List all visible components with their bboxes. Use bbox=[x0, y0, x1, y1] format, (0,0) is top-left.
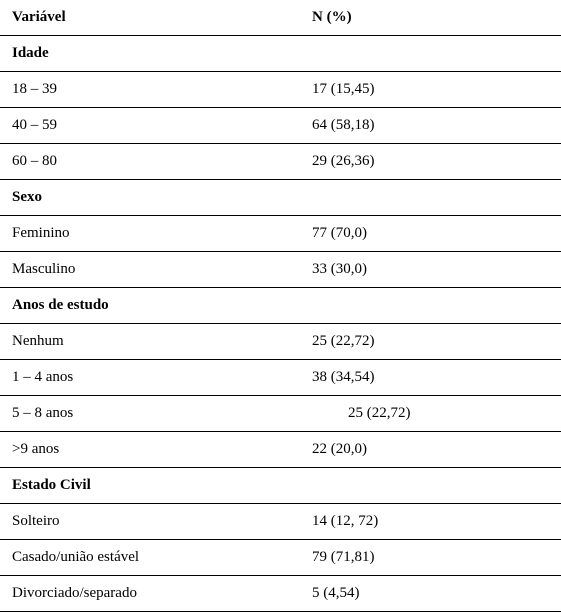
cell-label: 18 – 39 bbox=[12, 81, 312, 98]
cell-value: 77 (70,0) bbox=[312, 225, 553, 242]
table-row: Masculino 33 (30,0) bbox=[0, 252, 561, 288]
cell-label: Nenhum bbox=[12, 333, 312, 350]
cell-label: 40 – 59 bbox=[12, 117, 312, 134]
table-row: 40 – 59 64 (58,18) bbox=[0, 108, 561, 144]
section-title: Anos de estudo bbox=[12, 297, 312, 314]
cell-value: 25 (22,72) bbox=[312, 333, 553, 350]
section-title-row: Estado Civil bbox=[0, 468, 561, 504]
cell-value: 14 (12, 72) bbox=[312, 513, 553, 530]
section-title: Sexo bbox=[12, 189, 312, 206]
section-title-row: Idade bbox=[0, 36, 561, 72]
header-col-variable: Variável bbox=[12, 9, 312, 26]
cell-label: Divorciado/separado bbox=[12, 585, 312, 602]
table-row: Solteiro 14 (12, 72) bbox=[0, 504, 561, 540]
cell-value: 17 (15,45) bbox=[312, 81, 553, 98]
section-title: Estado Civil bbox=[12, 477, 312, 494]
table-row: 5 – 8 anos 25 (22,72) bbox=[0, 396, 561, 432]
cell-value: 5 (4,54) bbox=[312, 585, 553, 602]
table-header-row: Variável N (%) bbox=[0, 0, 561, 36]
cell-label: >9 anos bbox=[12, 441, 312, 458]
cell-label: 1 – 4 anos bbox=[12, 369, 312, 386]
cell-value: 38 (34,54) bbox=[312, 369, 553, 386]
cell-value: 29 (26,36) bbox=[312, 153, 553, 170]
data-table: Variável N (%) Idade 18 – 39 17 (15,45) … bbox=[0, 0, 561, 612]
table-row: Divorciado/separado 5 (4,54) bbox=[0, 576, 561, 612]
table-row: Feminino 77 (70,0) bbox=[0, 216, 561, 252]
cell-label: 5 – 8 anos bbox=[12, 405, 312, 422]
cell-value: 22 (20,0) bbox=[312, 441, 553, 458]
header-col-npct: N (%) bbox=[312, 9, 553, 26]
cell-label: 60 – 80 bbox=[12, 153, 312, 170]
cell-value: 33 (30,0) bbox=[312, 261, 553, 278]
cell-label: Masculino bbox=[12, 261, 312, 278]
cell-value: 64 (58,18) bbox=[312, 117, 553, 134]
section-title-row: Anos de estudo bbox=[0, 288, 561, 324]
cell-value: 79 (71,81) bbox=[312, 549, 553, 566]
cell-label: Solteiro bbox=[12, 513, 312, 530]
table-row: 18 – 39 17 (15,45) bbox=[0, 72, 561, 108]
table-row: Casado/união estável 79 (71,81) bbox=[0, 540, 561, 576]
cell-label: Feminino bbox=[12, 225, 312, 242]
cell-label: Casado/união estável bbox=[12, 549, 312, 566]
section-title: Idade bbox=[12, 45, 312, 62]
cell-value: 25 (22,72) bbox=[312, 405, 553, 422]
table-row: 1 – 4 anos 38 (34,54) bbox=[0, 360, 561, 396]
table-row: >9 anos 22 (20,0) bbox=[0, 432, 561, 468]
table-row: 60 – 80 29 (26,36) bbox=[0, 144, 561, 180]
section-title-row: Sexo bbox=[0, 180, 561, 216]
table-row: Nenhum 25 (22,72) bbox=[0, 324, 561, 360]
